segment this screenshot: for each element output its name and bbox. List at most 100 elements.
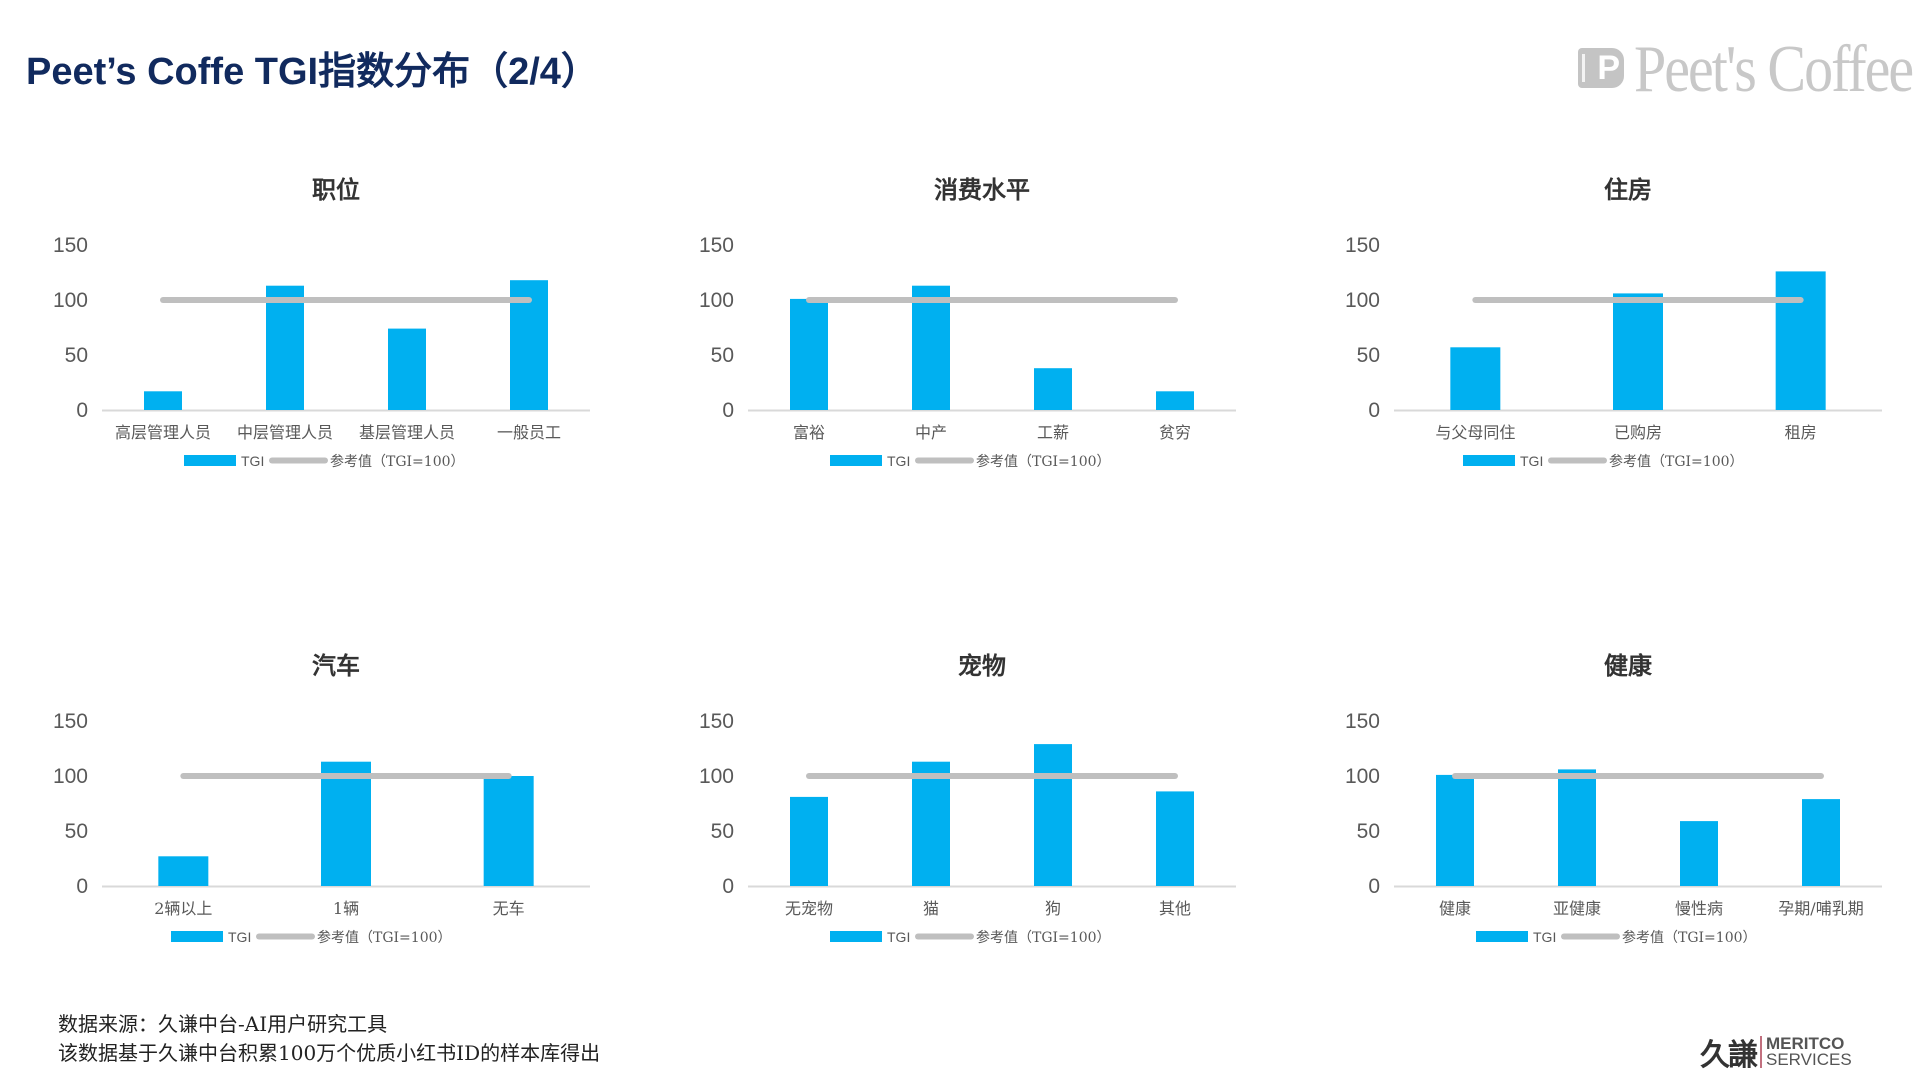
y-tick-label: 0 bbox=[722, 399, 734, 422]
chart-title: 健康 bbox=[1604, 651, 1653, 680]
tgi-bar bbox=[1775, 271, 1826, 410]
data-source-note: 数据来源：久谦中台-AI用户研究工具 该数据基于久谦中台积累100万个优质小红书… bbox=[58, 1010, 600, 1068]
y-tick-label: 100 bbox=[53, 289, 88, 312]
tgi-bar bbox=[790, 298, 828, 410]
tgi-bar bbox=[1156, 391, 1194, 410]
tgi-bar bbox=[912, 761, 950, 886]
x-category-label: 无车 bbox=[493, 899, 525, 918]
y-tick-label: 100 bbox=[1345, 289, 1380, 312]
chart-legend: TGI 参考值（TGI=100） bbox=[830, 453, 1111, 470]
chart-title: 宠物 bbox=[958, 651, 1006, 680]
chart-consumption-level: 消费水平 0 50 100 150 富裕 中产 工薪 贫穷 TGI 参考值（TGI=100） bbox=[676, 165, 1296, 495]
y-tick-label: 0 bbox=[722, 875, 734, 898]
legend-bar-swatch bbox=[1476, 931, 1528, 942]
y-tick-label: 0 bbox=[76, 399, 88, 422]
y-tick-label: 50 bbox=[711, 820, 734, 843]
y-tick-label: 0 bbox=[1368, 399, 1380, 422]
y-tick-label: 50 bbox=[711, 344, 734, 367]
logo-en-line-2: SERVICES bbox=[1766, 1050, 1852, 1069]
logo-divider bbox=[1760, 1036, 1762, 1068]
legend-bar-swatch bbox=[171, 931, 223, 942]
chart-title: 消费水平 bbox=[934, 175, 1030, 204]
tgi-bar bbox=[388, 328, 426, 410]
peets-p-mark-icon bbox=[1578, 48, 1624, 88]
meritco-logo: 久謙 MERITCO SERVICES bbox=[1700, 1030, 1852, 1074]
tgi-bar bbox=[1436, 774, 1474, 886]
x-category-label: 猫 bbox=[923, 899, 939, 918]
y-tick-label: 0 bbox=[1368, 875, 1380, 898]
y-tick-label: 100 bbox=[699, 765, 734, 788]
y-tick-label: 150 bbox=[1345, 710, 1380, 733]
brand-logo-text: Peet's Coffee bbox=[1634, 30, 1914, 106]
chart-legend: TGI 参考值（TGI=100） bbox=[830, 929, 1111, 946]
legend-bar-swatch bbox=[1463, 455, 1515, 466]
legend-bar-swatch bbox=[830, 931, 882, 942]
y-tick-label: 100 bbox=[699, 289, 734, 312]
chart-legend: TGI 参考值（TGI=100） bbox=[1463, 453, 1744, 470]
chart-position: 职位 0 50 100 150 高层管理人员 中层管理人员 基层管理人员 一般员工 TGI 参考值（… bbox=[30, 165, 650, 495]
peets-coffee-logo: Peet's Coffee bbox=[1578, 30, 1914, 106]
x-category-label: 2辆以上 bbox=[154, 899, 212, 918]
tgi-bar bbox=[1450, 347, 1501, 410]
tgi-bar bbox=[790, 796, 828, 886]
x-category-label: 基层管理人员 bbox=[359, 423, 455, 442]
y-tick-label: 150 bbox=[53, 710, 88, 733]
y-tick-label: 50 bbox=[65, 344, 88, 367]
chart-title: 职位 bbox=[312, 175, 360, 204]
tgi-bar bbox=[1558, 769, 1596, 886]
x-category-label: 其他 bbox=[1159, 899, 1191, 918]
legend-line-label: 参考值（TGI=100） bbox=[976, 929, 1111, 946]
legend-bar-label: TGI bbox=[887, 453, 910, 469]
source-line: 数据来源：久谦中台-AI用户研究工具 bbox=[58, 1012, 388, 1036]
chart-housing: 住房 0 50 100 150 与父母同住 已购房 租房 TGI 参考值（TGI=100） bbox=[1322, 165, 1920, 495]
x-category-label: 1辆 bbox=[333, 899, 359, 918]
chart-legend: TGI 参考值（TGI=100） bbox=[171, 929, 452, 946]
legend-line-label: 参考值（TGI=100） bbox=[317, 929, 452, 946]
tgi-bar bbox=[144, 391, 182, 410]
legend-bar-label: TGI bbox=[228, 929, 251, 945]
y-tick-label: 150 bbox=[1345, 234, 1380, 257]
y-tick-label: 100 bbox=[53, 765, 88, 788]
tgi-bar bbox=[1156, 791, 1194, 886]
tgi-bar bbox=[1034, 368, 1072, 410]
sample-note-line: 该数据基于久谦中台积累100万个优质小红书ID的样本库得出 bbox=[58, 1041, 601, 1065]
y-tick-label: 150 bbox=[699, 710, 734, 733]
y-tick-label: 100 bbox=[1345, 765, 1380, 788]
y-tick-label: 50 bbox=[65, 820, 88, 843]
x-category-label: 已购房 bbox=[1614, 423, 1662, 442]
x-category-label: 与父母同住 bbox=[1435, 423, 1515, 442]
chart-pet: 宠物 0 50 100 150 无宠物 猫 狗 其他 TGI 参考值（TGI=100） bbox=[676, 641, 1296, 971]
x-category-label: 狗 bbox=[1045, 899, 1061, 918]
x-category-label: 中层管理人员 bbox=[237, 423, 333, 442]
x-category-label: 高层管理人员 bbox=[115, 423, 211, 442]
y-tick-label: 150 bbox=[53, 234, 88, 257]
legend-line-label: 参考值（TGI=100） bbox=[1622, 929, 1757, 946]
x-category-label: 孕期/哺乳期 bbox=[1778, 899, 1863, 918]
tgi-bar bbox=[1034, 744, 1072, 886]
legend-line-label: 参考值（TGI=100） bbox=[330, 453, 465, 470]
x-category-label: 贫穷 bbox=[1159, 423, 1191, 442]
tgi-bar bbox=[1613, 293, 1663, 410]
legend-bar-label: TGI bbox=[241, 453, 264, 469]
tgi-bar bbox=[912, 285, 950, 410]
x-category-label: 亚健康 bbox=[1553, 899, 1601, 918]
y-tick-label: 50 bbox=[1357, 820, 1380, 843]
page-title: Peet’s Coffe TGI指数分布（2/4） bbox=[26, 51, 599, 93]
tgi-bar bbox=[483, 776, 534, 886]
legend-bar-label: TGI bbox=[1520, 453, 1543, 469]
chart-car: 汽车 0 50 100 150 2辆以上 1辆 无车 TGI 参考值（TGI=100） bbox=[30, 641, 650, 971]
x-category-label: 无宠物 bbox=[785, 899, 833, 918]
chart-title: 住房 bbox=[1604, 175, 1652, 204]
x-category-label: 富裕 bbox=[793, 423, 825, 442]
x-category-label: 中产 bbox=[915, 423, 947, 442]
legend-bar-swatch bbox=[830, 455, 882, 466]
legend-bar-swatch bbox=[184, 455, 236, 466]
tgi-bar bbox=[321, 761, 371, 886]
x-category-label: 一般员工 bbox=[497, 423, 561, 442]
chart-legend: TGI 参考值（TGI=100） bbox=[184, 453, 465, 470]
chart-title: 汽车 bbox=[312, 651, 360, 680]
x-category-label: 工薪 bbox=[1037, 423, 1069, 442]
x-category-label: 健康 bbox=[1439, 899, 1471, 918]
legend-line-label: 参考值（TGI=100） bbox=[976, 453, 1111, 470]
y-tick-label: 150 bbox=[699, 234, 734, 257]
